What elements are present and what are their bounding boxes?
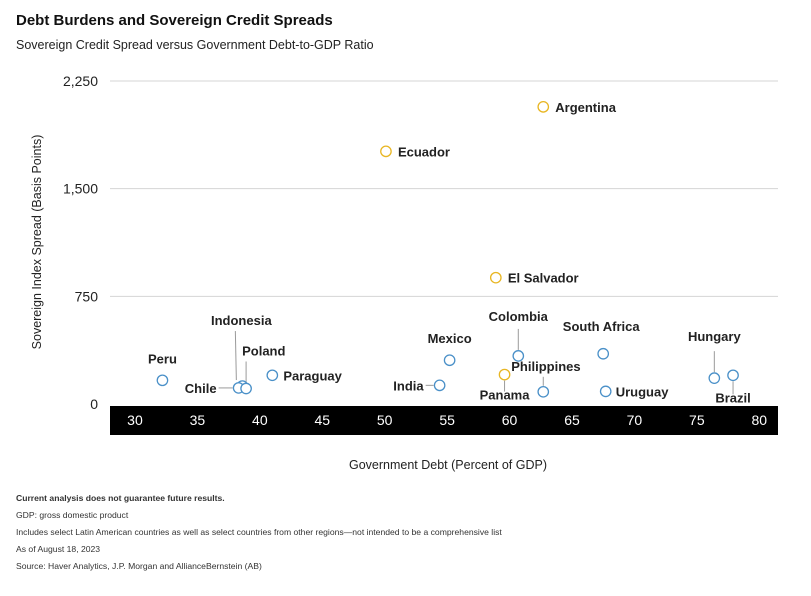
point-mexico <box>443 354 456 367</box>
point-label-mexico: Mexico <box>428 331 472 346</box>
point-label-brazil: Brazil <box>715 390 750 405</box>
point-label-south-africa: South Africa <box>563 319 641 334</box>
point-label-panama: Panama <box>480 388 531 403</box>
y-tick-label: 0 <box>90 396 98 412</box>
point-label-el-salvador: El Salvador <box>508 271 579 286</box>
point-hungary <box>708 372 721 385</box>
x-tick-label: 50 <box>377 412 393 428</box>
point-el-salvador <box>489 271 502 284</box>
point-label-philippines: Philippines <box>511 359 580 374</box>
point-argentina <box>537 100 550 113</box>
scatter-chart: 0 750 1,500 2,250 30 35 40 45 50 55 60 65 70 75 80 Ar… <box>30 73 778 472</box>
point-label-hungary: Hungary <box>688 329 742 344</box>
source-note: Source: Haver Analytics, J.P. Morgan and… <box>16 561 262 571</box>
x-tick-label: 45 <box>314 412 330 428</box>
x-tick-label: 55 <box>439 412 455 428</box>
point-label-poland: Poland <box>242 343 285 358</box>
point-paraguay <box>266 369 279 382</box>
scope-note: Includes select Latin American countries… <box>16 527 502 537</box>
date-note: As of August 18, 2023 <box>16 544 101 554</box>
leader-line-indonesia <box>234 331 237 381</box>
x-tick-label: 65 <box>564 412 580 428</box>
x-tick-label: 80 <box>751 412 767 428</box>
point-south-africa <box>597 347 610 360</box>
x-axis-title: Government Debt (Percent of GDP) <box>349 458 547 472</box>
y-axis-ticks: 0 750 1,500 2,250 <box>63 73 98 412</box>
x-tick-label: 75 <box>689 412 705 428</box>
x-tick-label: 30 <box>127 412 143 428</box>
point-label-indonesia: Indonesia <box>211 313 272 328</box>
point-uruguay <box>599 385 612 398</box>
point-philippines <box>537 385 550 398</box>
point-panama <box>498 368 511 381</box>
x-axis-ticks: 30 35 40 45 50 55 60 65 70 75 80 <box>127 412 767 428</box>
point-label-india: India <box>393 378 424 393</box>
grid-lines <box>110 80 778 297</box>
point-colombia <box>512 350 525 362</box>
point-brazil <box>727 369 739 382</box>
x-tick-label: 35 <box>190 412 206 428</box>
x-axis-band <box>110 406 778 435</box>
data-points <box>156 100 739 398</box>
point-label-uruguay: Uruguay <box>616 384 670 399</box>
point-poland <box>240 382 252 395</box>
disclaimer-note: Current analysis does not guarantee futu… <box>16 493 225 503</box>
footnotes: Current analysis does not guarantee futu… <box>16 490 502 575</box>
point-ecuador <box>380 145 392 158</box>
chart-subtitle: Sovereign Credit Spread versus Governmen… <box>16 38 374 52</box>
gdp-note: GDP: gross domestic product <box>16 510 129 520</box>
x-tick-label: 60 <box>502 412 518 428</box>
point-peru <box>156 374 169 387</box>
y-tick-label: 1,500 <box>63 181 98 197</box>
y-axis-title: Sovereign Index Spread (Basis Points) <box>30 135 44 350</box>
point-label-argentina: Argentina <box>555 100 616 115</box>
point-label-paraguay: Paraguay <box>283 368 342 383</box>
point-label-chile: Chile <box>185 381 217 396</box>
label-leader-lines <box>218 328 734 395</box>
y-tick-label: 750 <box>75 288 99 304</box>
point-india <box>433 379 446 392</box>
point-labels: Argentina Ecuador El Salvador Paraguay Peru I… <box>148 100 751 405</box>
point-label-peru: Peru <box>148 351 177 366</box>
point-label-ecuador: Ecuador <box>398 144 450 159</box>
chart-title: Debt Burdens and Sovereign Credit Spread… <box>16 12 333 29</box>
x-tick-label: 70 <box>627 412 643 428</box>
x-tick-label: 40 <box>252 412 268 428</box>
y-tick-label: 2,250 <box>63 73 98 89</box>
point-label-colombia: Colombia <box>489 309 549 324</box>
